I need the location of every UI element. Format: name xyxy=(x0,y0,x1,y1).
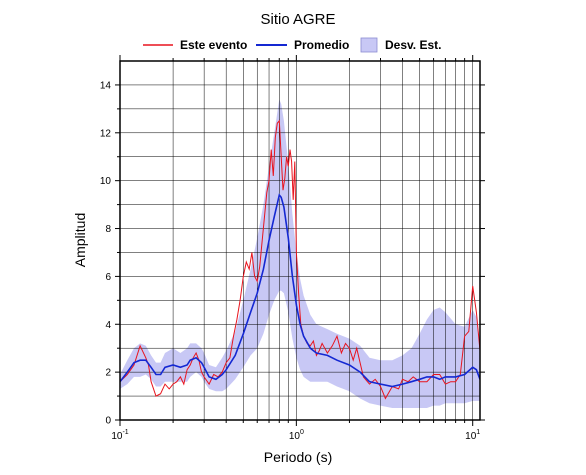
series-layer xyxy=(120,119,480,400)
y-tick-label: 8 xyxy=(105,224,111,235)
x-tick-label: 100 xyxy=(289,429,304,442)
y-tick-label: 6 xyxy=(105,272,111,283)
legend-label-este-evento: Este evento xyxy=(180,38,247,52)
std-band-layer xyxy=(120,99,480,409)
legend-label-promedio: Promedio xyxy=(294,38,349,52)
y-tick-label: 12 xyxy=(100,128,112,139)
x-axis-label: Periodo (s) xyxy=(264,449,332,465)
y-tick-label: 2 xyxy=(105,368,111,379)
y-tick-label: 4 xyxy=(105,320,111,331)
y-tick-label: 10 xyxy=(100,176,112,187)
x-tick-label: 10-1 xyxy=(111,429,128,442)
legend-label-desv-est: Desv. Est. xyxy=(385,38,441,52)
tick-layer: 0 2 4 6 8 10 12 14 10-1 100 101 xyxy=(100,55,485,442)
y-tick-label: 0 xyxy=(105,416,111,427)
legend-swatch-desv-est xyxy=(360,37,378,53)
plot-frame xyxy=(119,60,481,421)
y-axis-label: Amplitud xyxy=(72,213,88,267)
y-tick-label: 14 xyxy=(100,80,112,91)
series-promedio xyxy=(120,193,480,388)
series-este-evento xyxy=(120,119,480,400)
chart-title: Sitio AGRE xyxy=(260,11,335,28)
std-band xyxy=(120,99,480,409)
x-tick-label: 101 xyxy=(465,429,480,442)
legend: Este evento Promedio Desv. Est. xyxy=(143,37,441,53)
